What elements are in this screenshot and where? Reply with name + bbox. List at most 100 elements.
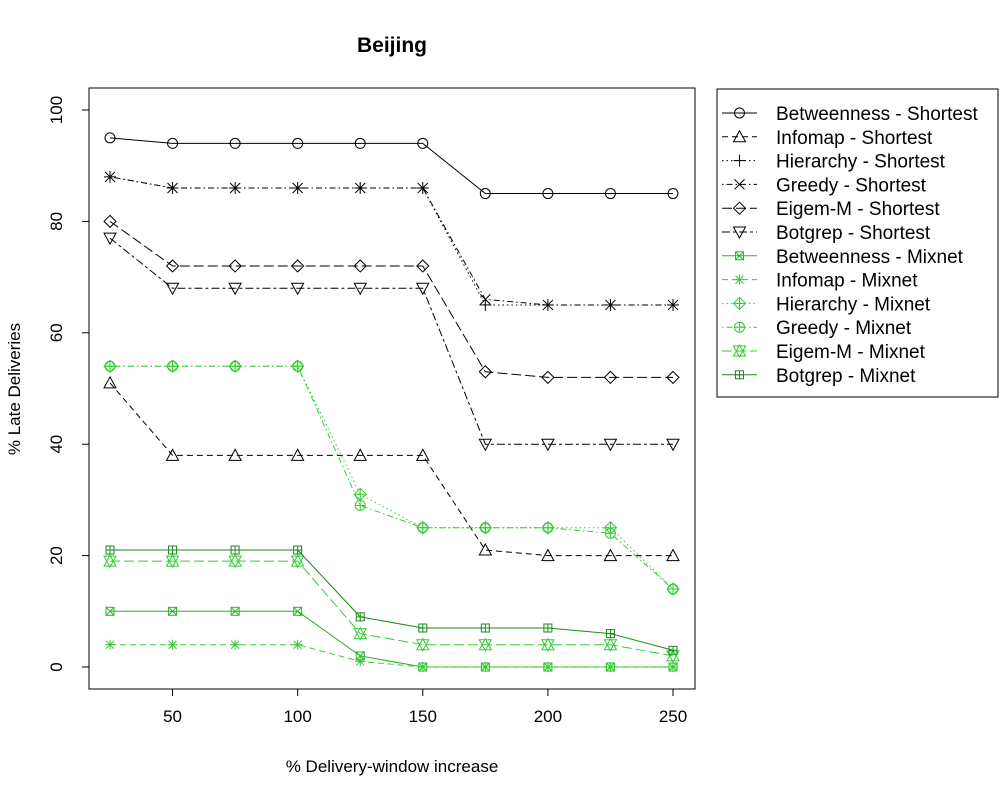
data-point	[103, 375, 117, 389]
series-line	[110, 644, 673, 668]
data-point	[542, 662, 553, 672]
data-point	[167, 182, 178, 194]
data-point	[228, 282, 242, 296]
data-point	[417, 182, 429, 194]
legend: Betweenness - Shortest Infomap - Shortest…	[716, 88, 999, 398]
series-line	[109, 220, 673, 378]
data-point	[478, 542, 493, 556]
y-axis: 0 20 40 60 80 100	[47, 96, 90, 672]
legend-marker	[732, 343, 747, 359]
data-point	[478, 637, 493, 652]
x-tick-label: 150	[409, 707, 437, 726]
data-point	[604, 188, 616, 200]
y-axis-label: % Late Deliveries	[5, 323, 24, 455]
data-point	[415, 637, 430, 652]
legend-item: Greedy - Shortest	[722, 175, 927, 196]
data-point	[415, 448, 430, 461]
data-point	[479, 294, 491, 305]
series-line	[110, 365, 674, 590]
data-point	[353, 282, 368, 296]
series-line	[109, 237, 673, 445]
data-point	[290, 259, 305, 273]
data-point	[603, 438, 618, 452]
legend-label: Hierarchy - Shortest	[776, 152, 946, 173]
legend-marker	[734, 321, 745, 333]
data-point	[228, 448, 242, 461]
data-point	[104, 360, 116, 372]
data-point	[604, 527, 616, 539]
data-point	[479, 188, 491, 200]
data-point	[292, 360, 304, 372]
data-point	[165, 554, 180, 569]
series-line	[110, 365, 674, 590]
data-point	[167, 360, 179, 372]
data-point	[666, 548, 680, 562]
series-line	[109, 176, 673, 306]
data-point	[229, 360, 241, 372]
series-1	[104, 132, 679, 200]
data-point	[165, 282, 180, 296]
data-point	[667, 299, 679, 311]
data-point	[603, 548, 618, 562]
data-point	[667, 188, 679, 200]
data-point	[353, 259, 367, 273]
data-point	[105, 606, 115, 616]
legend-label: Hierarchy - Mixnet	[776, 294, 931, 315]
data-point	[230, 606, 240, 616]
data-point	[167, 137, 179, 149]
plot-frame	[88, 87, 696, 690]
data-point	[228, 554, 242, 569]
series-layer	[103, 132, 680, 672]
data-point	[542, 299, 554, 311]
y-tick-label: 40	[47, 435, 66, 454]
data-point	[668, 662, 678, 672]
y-tick-label: 80	[47, 212, 66, 231]
legend-marker	[734, 179, 745, 190]
data-point	[417, 522, 429, 534]
data-point	[290, 554, 305, 569]
data-point	[165, 259, 180, 273]
legend-item: Infomap - Mixnet	[722, 271, 918, 292]
series-3	[104, 170, 679, 311]
data-point	[417, 137, 429, 149]
legend-label: Betweenness - Shortest	[776, 104, 978, 125]
series-5	[103, 214, 680, 385]
data-point	[354, 499, 366, 511]
data-point	[416, 259, 430, 273]
legend-label: Greedy - Mixnet	[776, 318, 912, 339]
data-point	[292, 182, 304, 194]
data-point	[478, 438, 493, 452]
data-point	[292, 639, 303, 650]
series-9	[103, 359, 680, 596]
data-point	[541, 370, 555, 385]
series-6	[103, 232, 680, 452]
data-point	[543, 623, 553, 633]
series-4	[104, 171, 679, 311]
legend-label: Eigem-M - Mixnet	[776, 342, 926, 363]
series-line	[110, 560, 674, 657]
data-point	[355, 612, 365, 622]
legend-item: Betweenness - Shortest	[722, 104, 978, 125]
data-point	[105, 639, 115, 650]
data-point	[290, 282, 305, 296]
legend-marker	[733, 154, 746, 167]
data-point	[353, 626, 368, 641]
data-point	[229, 137, 241, 149]
data-point	[415, 282, 430, 296]
y-tick-label: 60	[47, 323, 66, 342]
data-point	[480, 623, 490, 633]
data-point	[668, 645, 678, 655]
data-point	[229, 182, 241, 194]
data-point	[541, 548, 555, 562]
data-point	[541, 438, 555, 452]
data-point	[167, 639, 178, 650]
legend-marker	[734, 107, 745, 119]
legend-item: Betweenness - Mixnet	[722, 247, 964, 268]
y-tick-label: 0	[47, 662, 66, 671]
series-line	[109, 176, 673, 306]
data-point	[230, 545, 240, 555]
data-point	[418, 623, 428, 633]
data-point	[290, 448, 305, 461]
data-point	[666, 438, 680, 452]
legend-item: Eigem-M - Shortest	[722, 199, 940, 220]
